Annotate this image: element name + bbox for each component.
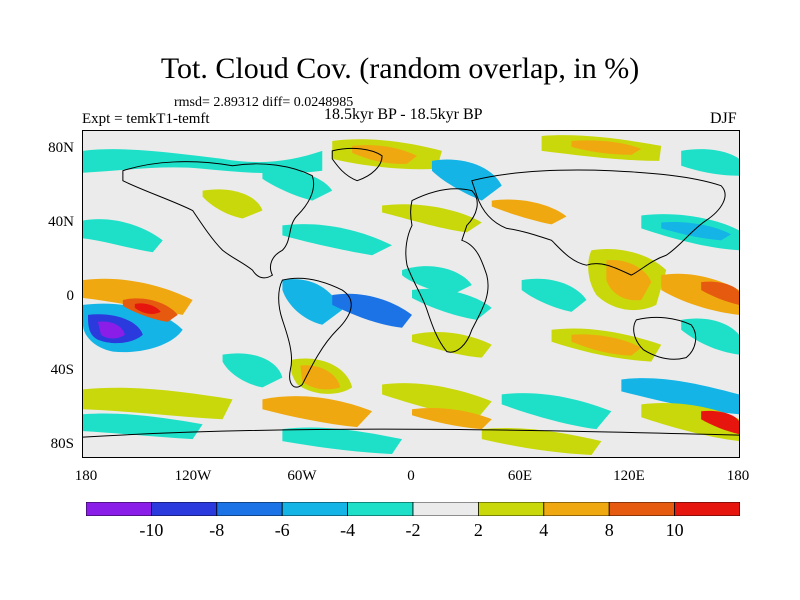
anomaly-patch — [521, 278, 587, 312]
colorbar-label: 4 — [539, 520, 549, 540]
colorbar-label: 2 — [473, 520, 483, 540]
colorbar-label: -6 — [274, 520, 290, 540]
anomaly-patch — [681, 149, 739, 176]
lat-label: 40S — [50, 362, 74, 378]
anomaly-patch — [83, 219, 163, 253]
map-title: Tot. Cloud Cov. (random overlap, in %) — [160, 52, 640, 85]
continent-outline — [331, 147, 383, 182]
anomaly-patch — [501, 393, 612, 430]
period-label: 18.5kyr BP - 18.5kyr BP — [324, 106, 483, 123]
continent-outline — [83, 428, 739, 438]
lat-label: 0 — [66, 288, 75, 304]
season-label: DJF — [710, 110, 737, 127]
anomaly-patch — [134, 303, 161, 314]
colorbar-box — [151, 502, 218, 516]
anomaly-patch — [332, 293, 412, 328]
colorbar-box — [543, 502, 610, 516]
colorbar-box — [86, 502, 152, 516]
colorbar-label: -8 — [209, 520, 225, 540]
anomaly-patch — [382, 204, 482, 233]
continent-outline — [405, 188, 489, 353]
lon-label: 60W — [287, 468, 317, 484]
lon-label: 60E — [507, 468, 533, 484]
lon-label: 120E — [613, 468, 645, 484]
colorbar-label: 8 — [604, 520, 614, 540]
anomaly-patch — [97, 321, 125, 339]
anomaly-patch — [282, 279, 343, 325]
colorbar-label: 10 — [665, 520, 684, 540]
lat-label: 80N — [48, 140, 74, 156]
lon-label: 180 — [74, 468, 98, 484]
anomaly-patch — [282, 427, 403, 455]
colorbar-box — [216, 502, 283, 516]
colorbar-label: -2 — [405, 520, 421, 540]
anomaly-patch — [701, 410, 739, 435]
anomaly-patch — [382, 383, 492, 420]
colorbar-label: -10 — [139, 520, 164, 540]
anomaly-patch — [411, 331, 492, 358]
anomaly-patch — [701, 281, 739, 305]
anomaly-patch — [262, 396, 373, 428]
continent-outline — [122, 161, 314, 279]
lon-label: 120W — [174, 468, 212, 484]
anomaly-patch — [571, 140, 642, 155]
colorbar-label: -4 — [340, 520, 356, 540]
colorbar-box — [281, 502, 348, 516]
anomaly-patch — [681, 318, 739, 355]
colorbar-box — [412, 502, 479, 516]
continent-outline — [278, 277, 352, 388]
coastlines — [83, 147, 739, 438]
anomaly-field — [83, 135, 739, 456]
anomaly-patch — [83, 387, 233, 420]
anomaly-patch — [621, 378, 739, 415]
experiment-label: Expt = temkT1-temft — [82, 111, 210, 127]
anomaly-patch — [411, 408, 492, 430]
anomaly-patch — [202, 189, 263, 219]
colorbar-box — [674, 502, 740, 516]
lat-label: 80S — [50, 436, 74, 452]
stats-line: rmsd= 2.89312 diff= 0.0248985 — [174, 95, 354, 110]
anomaly-patch — [571, 334, 642, 356]
anomaly-patch — [300, 365, 341, 390]
colorbar — [86, 502, 740, 516]
anomaly-patch — [481, 428, 602, 456]
colorbar-box — [608, 502, 676, 516]
anomaly-patch — [491, 199, 567, 225]
anomaly-patch — [222, 353, 283, 388]
anomaly-patch — [83, 149, 323, 174]
anomaly-patch — [411, 288, 492, 320]
anomaly-patch — [661, 222, 732, 241]
anomaly-patch — [262, 169, 333, 201]
anomaly-map — [82, 130, 740, 458]
anomaly-patch — [282, 224, 393, 256]
anomaly-patch — [402, 266, 472, 295]
colorbar-box — [347, 502, 414, 516]
anomaly-patch — [431, 159, 502, 201]
continent-outline — [471, 169, 726, 276]
lat-label: 40N — [48, 214, 74, 230]
lon-label: 0 — [407, 468, 415, 484]
continent-outline — [633, 316, 697, 360]
colorbar-box — [477, 502, 545, 516]
lon-label: 180 — [726, 468, 750, 484]
